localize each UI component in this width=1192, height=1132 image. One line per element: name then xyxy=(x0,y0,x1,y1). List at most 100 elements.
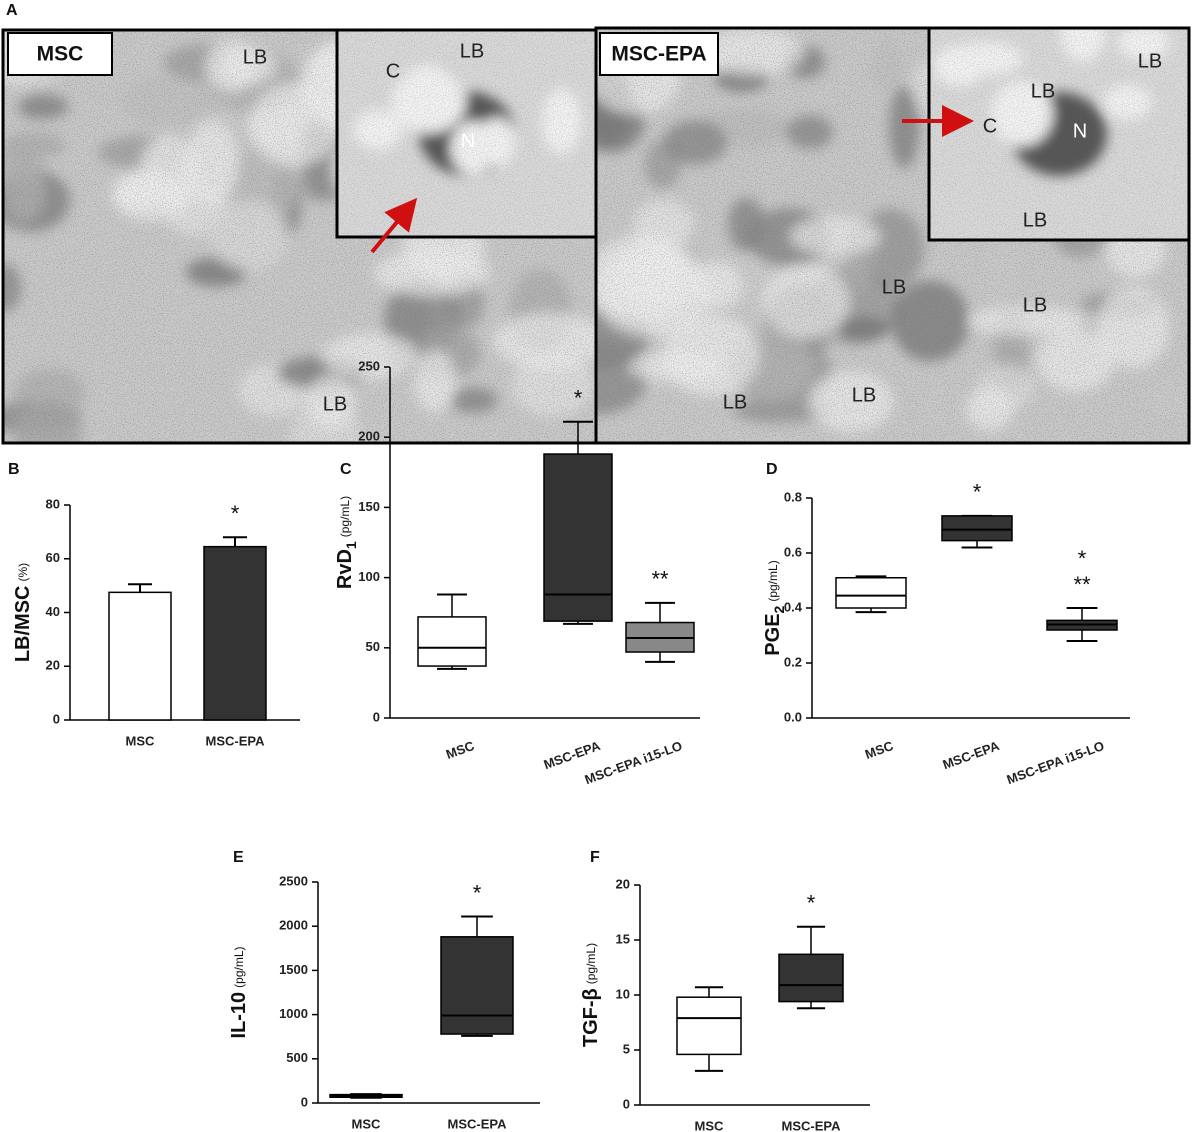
panel-label: E xyxy=(233,849,244,866)
significance: * xyxy=(973,480,982,505)
y-axis-label: PGE2 (pg/mL) xyxy=(762,560,786,655)
x-tick-label: MSC-EPA xyxy=(448,1116,508,1131)
significance: ** xyxy=(1073,572,1091,597)
y-label-text: LB/MSC xyxy=(12,586,34,663)
y-tick-label: 1000 xyxy=(279,1006,308,1021)
y-axis-label: TGF-β (pg/mL) xyxy=(580,943,602,1047)
arrow xyxy=(370,197,418,254)
x-tick-label: MSC-EPA xyxy=(206,733,266,748)
chart-panel: D PGE2 (pg/mL) 0.0 0.2 0.4 0.6 0.8 MSC MSC-EPA MSC… xyxy=(762,461,1130,787)
x-tick-label: MSC-EPA i15-LO xyxy=(1005,738,1107,787)
x-tick-label: MSC xyxy=(444,738,477,762)
y-tick-label: 10 xyxy=(616,986,630,1001)
micrograph xyxy=(596,28,1189,443)
box xyxy=(835,577,907,609)
y-tick-label: 100 xyxy=(358,569,380,584)
y-tick-label: 20 xyxy=(46,658,60,673)
micro-label: LB xyxy=(723,391,747,413)
y-tick-label: 1500 xyxy=(279,962,308,977)
x-tick-label: MSC xyxy=(695,1118,725,1132)
box xyxy=(676,996,742,1056)
inset-label: C xyxy=(983,115,997,137)
chart-panel: E IL-10 (pg/mL) 0 500 1000 1500 2000 2500 MSC MSC-… xyxy=(228,849,540,1131)
y-label-unit: (pg/mL) xyxy=(766,560,780,601)
y-tick-label: 250 xyxy=(358,358,380,373)
micro-label: LB xyxy=(323,393,347,415)
x-tick-label: MSC-EPA xyxy=(782,1118,842,1132)
y-tick-label: 0 xyxy=(373,709,380,724)
y-tick-label: 0.8 xyxy=(784,489,802,504)
box xyxy=(440,936,514,1035)
inset-label: LB xyxy=(1138,50,1162,72)
bar xyxy=(108,591,172,721)
x-tick-label: MSC xyxy=(126,733,156,748)
box xyxy=(778,953,844,1003)
y-tick-label: 40 xyxy=(46,604,60,619)
box xyxy=(543,453,613,622)
significance: * xyxy=(807,891,816,916)
panel-label: A xyxy=(6,2,18,19)
box xyxy=(941,515,1013,542)
micro-label: LB xyxy=(882,276,906,298)
inset-label: LB xyxy=(460,40,484,62)
box xyxy=(417,616,487,667)
inset-label: LB xyxy=(1031,80,1055,102)
panel-label: D xyxy=(766,461,778,478)
inset-label: LB xyxy=(1023,209,1047,231)
y-tick-label: 15 xyxy=(616,931,630,946)
bar xyxy=(203,545,267,721)
y-axis-label: RvD1 (pg/mL) xyxy=(334,496,358,589)
inset-label: N xyxy=(461,130,475,152)
y-tick-label: 2500 xyxy=(279,873,308,888)
x-tick-label: MSC-EPA xyxy=(542,738,603,772)
inset-label: N xyxy=(1073,120,1087,142)
y-tick-label: 0.0 xyxy=(784,709,802,724)
x-tick-label: MSC xyxy=(863,738,896,762)
micrographs: MSC LB LB C LB N MSC-EPA LB LB LB LB LB LB C N LB xyxy=(1,26,1191,445)
y-tick-label: 500 xyxy=(286,1050,308,1065)
y-label-text: PGE xyxy=(762,613,784,655)
micro-label: LB xyxy=(243,46,267,68)
y-tick-label: 0 xyxy=(53,711,60,726)
micrograph xyxy=(3,30,596,443)
y-tick-label: 60 xyxy=(46,550,60,565)
y-tick-label: 0 xyxy=(301,1094,308,1109)
panel-label: C xyxy=(340,461,352,478)
y-label-sub: 1 xyxy=(343,541,359,549)
y-tick-label: 200 xyxy=(358,429,380,444)
significance: * xyxy=(473,880,482,905)
y-tick-label: 20 xyxy=(616,876,630,891)
y-label-text: TGF-β xyxy=(580,988,602,1047)
y-tick-label: 50 xyxy=(366,639,380,654)
y-axis-label: IL-10 (pg/mL) xyxy=(228,946,250,1038)
y-label-unit: (pg/mL) xyxy=(338,496,352,537)
panel-label: F xyxy=(590,849,600,866)
y-label-text: IL-10 xyxy=(228,992,250,1039)
y-label-text: RvD xyxy=(334,549,356,589)
significance: * xyxy=(1078,546,1087,571)
title-box xyxy=(7,32,113,76)
y-tick-label: 80 xyxy=(46,496,60,511)
x-tick-label: MSC xyxy=(352,1116,382,1131)
y-tick-label: 0 xyxy=(623,1096,630,1111)
y-tick-label: 2000 xyxy=(279,918,308,933)
micro-label: LB xyxy=(852,384,876,406)
inset-label: C xyxy=(386,60,400,82)
y-label-unit: (pg/mL) xyxy=(584,943,598,984)
chart-panel: F TGF-β (pg/mL) 0 5 10 15 20 MSC MSC-EPA * xyxy=(580,849,870,1132)
y-label-unit: (pg/mL) xyxy=(232,946,246,987)
y-tick-label: 0.6 xyxy=(784,544,802,559)
y-label-sub: 2 xyxy=(771,605,787,613)
significance: * xyxy=(574,386,583,411)
x-tick-label: MSC-EPA xyxy=(941,738,1002,772)
title-box xyxy=(599,32,719,76)
micro-label: LB xyxy=(1023,294,1047,316)
significance: * xyxy=(231,501,240,526)
y-tick-label: 0.4 xyxy=(784,599,803,614)
inset-speckle xyxy=(337,30,596,237)
image-title: MSC-EPA xyxy=(611,43,706,66)
y-axis-label: LB/MSC (%) xyxy=(12,563,34,662)
image-title: MSC xyxy=(37,43,84,66)
